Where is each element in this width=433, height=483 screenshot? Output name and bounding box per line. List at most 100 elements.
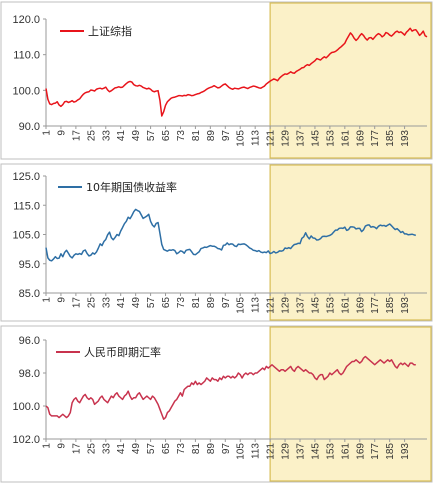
x-tick-label: 161 (340, 297, 351, 314)
x-tick-label: 113 (251, 443, 262, 459)
x-tick-label: 65 (161, 297, 172, 309)
x-tick-label: 89 (206, 130, 217, 142)
x-tick-label: 105 (236, 130, 247, 147)
x-tick-label: 121 (266, 443, 277, 460)
x-tick-label: 73 (176, 130, 187, 142)
x-tick-label: 129 (281, 130, 292, 147)
x-tick-label: 137 (296, 443, 307, 460)
x-tick-label: 41 (116, 443, 127, 455)
highlight-region-3 (269, 326, 432, 482)
x-tick-label: 25 (86, 297, 97, 309)
x-tick-label: 65 (161, 130, 172, 142)
x-tick-label: 73 (176, 297, 187, 309)
y-tick-label: 102.0 (12, 434, 40, 446)
y-tick-label: 115.0 (13, 200, 40, 212)
x-tick-label: 153 (325, 297, 336, 314)
x-tick-label: 105 (236, 443, 247, 460)
y-tick-label: 100.0 (12, 85, 40, 97)
x-tick-label: 89 (206, 443, 217, 455)
x-tick-label: 1 (42, 443, 53, 449)
x-tick-label: 121 (266, 297, 277, 314)
x-tick-label: 153 (325, 443, 336, 460)
x-tick-label: 161 (340, 443, 351, 460)
y-tick-label: 100.0 (12, 401, 40, 413)
y-tick-label: 110.0 (13, 50, 40, 62)
x-tick-label: 97 (221, 443, 232, 455)
x-tick-label: 65 (161, 443, 172, 455)
highlight-region-1 (269, 2, 432, 159)
y-tick-label: 125.0 (12, 171, 40, 183)
panel-border-1 (0, 1, 433, 160)
x-tick-label: 193 (400, 130, 411, 147)
x-tick-label: 57 (146, 297, 157, 309)
x-tick-label: 161 (340, 130, 351, 147)
x-tick-label: 185 (385, 297, 396, 314)
legend-label-1: 上证综指 (88, 24, 132, 38)
x-tick-label: 169 (355, 443, 366, 460)
y-tick-label: 90.0 (19, 121, 40, 133)
x-tick-label: 49 (131, 443, 142, 455)
series-line-1 (45, 27, 428, 117)
x-tick-label: 97 (221, 297, 232, 309)
x-tick-label: 33 (101, 297, 112, 309)
legend-label-2: 10年期国债收益率 (86, 180, 177, 194)
x-tick-label: 33 (101, 443, 112, 455)
x-tick-label: 169 (355, 297, 366, 314)
x-tick-label: 113 (251, 130, 262, 146)
x-tick-label: 1 (42, 297, 53, 303)
legend-label-3: 人民币即期汇率 (84, 345, 161, 359)
x-tick-label: 17 (71, 130, 82, 142)
x-tick-label: 145 (310, 130, 321, 147)
y-tick-label: 120.0 (12, 14, 40, 26)
x-tick-label: 153 (325, 130, 336, 147)
x-tick-label: 81 (191, 443, 202, 455)
x-tick-label: 185 (385, 130, 396, 147)
x-tick-label: 169 (355, 130, 366, 147)
x-tick-label: 25 (86, 443, 97, 455)
x-tick-label: 57 (146, 443, 157, 455)
x-tick-label: 177 (370, 130, 381, 147)
x-tick-label: 137 (296, 130, 307, 147)
x-tick-label: 9 (56, 443, 67, 449)
x-tick-label: 145 (310, 297, 321, 314)
x-tick-label: 193 (400, 297, 411, 314)
x-tick-label: 41 (116, 130, 127, 142)
x-tick-label: 73 (176, 443, 187, 455)
x-tick-label: 9 (56, 297, 67, 303)
x-tick-label: 81 (191, 130, 202, 142)
x-tick-label: 33 (101, 130, 112, 142)
x-tick-label: 97 (221, 130, 232, 142)
x-tick-label: 1 (42, 130, 53, 136)
x-tick-label: 137 (296, 297, 307, 314)
x-tick-label: 105 (236, 297, 247, 314)
x-tick-label: 9 (56, 130, 67, 136)
y-tick-label: 95.0 (19, 259, 40, 271)
series-line-2 (45, 208, 417, 262)
x-tick-label: 17 (71, 297, 82, 309)
x-tick-label: 17 (71, 443, 82, 455)
x-tick-label: 177 (370, 443, 381, 460)
x-tick-label: 113 (251, 297, 262, 313)
x-tick-label: 129 (281, 443, 292, 460)
x-tick-label: 145 (310, 443, 321, 460)
x-tick-label: 185 (385, 443, 396, 460)
x-tick-label: 49 (131, 297, 142, 309)
x-tick-label: 81 (191, 297, 202, 309)
y-tick-label: 105.0 (12, 230, 40, 242)
x-tick-label: 121 (266, 130, 277, 147)
y-tick-label: 85.0 (19, 288, 40, 300)
panel-border-3 (0, 325, 433, 483)
x-tick-label: 41 (116, 297, 127, 309)
highlight-region-2 (269, 164, 432, 321)
y-tick-label: 98.0 (19, 368, 40, 380)
x-tick-label: 177 (370, 297, 381, 314)
y-tick-label: 96.0 (19, 335, 40, 347)
series-line-3 (45, 355, 416, 420)
x-tick-label: 49 (131, 130, 142, 142)
panel-border-2 (0, 163, 433, 322)
x-tick-label: 89 (206, 297, 217, 309)
x-tick-label: 129 (281, 297, 292, 314)
x-tick-label: 57 (146, 130, 157, 142)
